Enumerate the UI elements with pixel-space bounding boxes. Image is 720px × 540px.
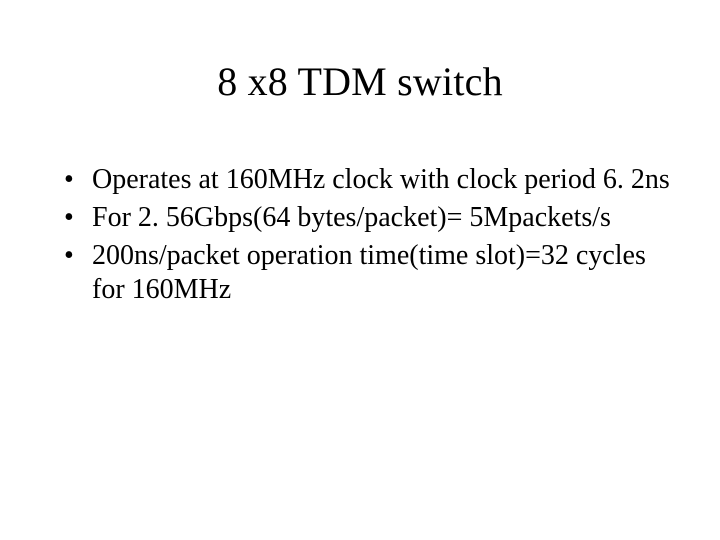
slide: 8 x8 TDM switch Operates at 160MHz clock… <box>0 58 720 540</box>
slide-title: 8 x8 TDM switch <box>0 58 720 105</box>
list-item: 200ns/packet operation time(time slot)=3… <box>58 239 680 307</box>
list-item: Operates at 160MHz clock with clock peri… <box>58 163 680 197</box>
slide-body: Operates at 160MHz clock with clock peri… <box>0 163 720 308</box>
bullet-list: Operates at 160MHz clock with clock peri… <box>58 163 680 308</box>
list-item: For 2. 56Gbps(64 bytes/packet)= 5Mpacket… <box>58 201 680 235</box>
